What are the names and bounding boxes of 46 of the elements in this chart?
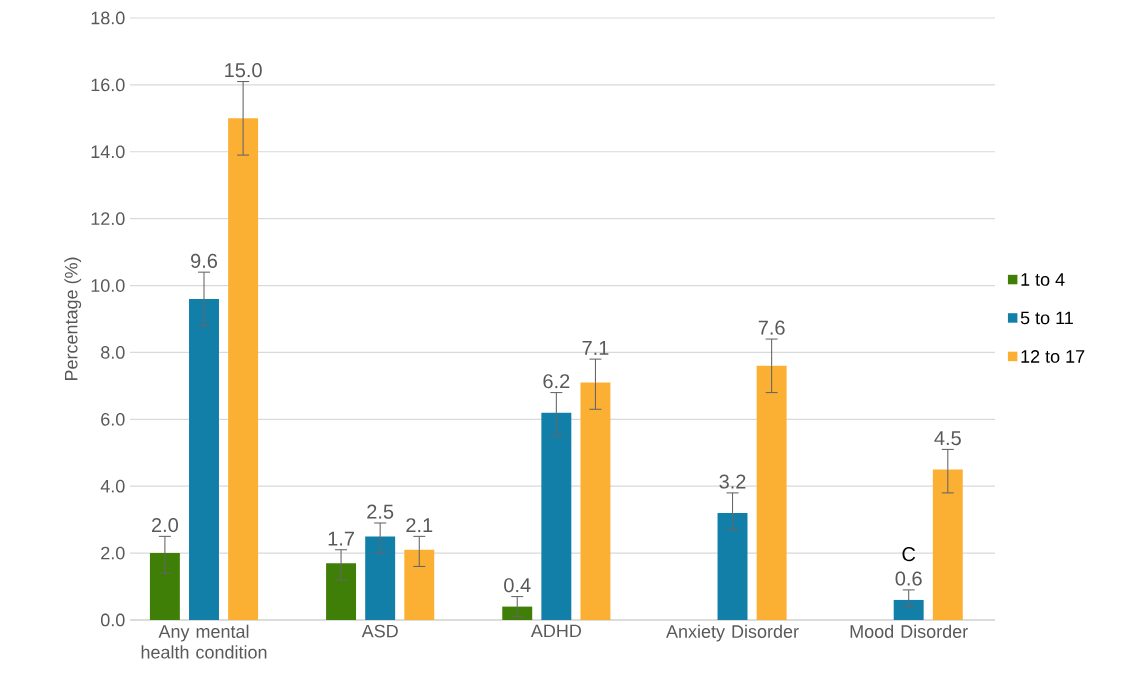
legend-label: 5 to 11 [1020,311,1073,325]
y-tick-label: 18.0 [91,11,125,25]
data-label: 0.6 [895,571,922,586]
legend-label: 1 to 4 [1021,273,1065,286]
bar [326,563,357,620]
bar [932,469,963,620]
y-tick-label: 6.0 [101,412,125,426]
data-label: 1.7 [328,531,354,546]
y-tick-label: 0.0 [100,613,125,627]
x-tick-label: ASD [361,624,398,638]
data-label: 6.2 [543,374,570,389]
data-label: 3.2 [719,474,746,489]
data-label: 2.5 [367,504,394,519]
bar [580,382,611,620]
bar [149,553,180,620]
x-tick-label: Mood Disorder [850,624,968,638]
data-label: 2.0 [151,517,178,533]
x-tick-label: Anxiety Disorder [666,624,799,642]
bar [189,298,219,620]
y-tick-label: 12.0 [91,212,125,226]
bar [541,412,572,620]
y-tick-label: 14.0 [91,145,125,159]
bar [756,365,787,620]
y-axis-title: Percentage (%) [64,257,82,381]
data-label: 4.5 [934,431,961,446]
bar [717,512,748,620]
annotation: C [902,547,916,562]
bar [502,606,533,620]
x-tick-label: ADHD [530,624,581,638]
bar [893,599,924,620]
data-label: 9.6 [191,253,218,268]
x-tick-label: Any mental health condition [141,624,267,659]
bar [365,536,396,620]
data-label: 15.0 [225,63,262,78]
bar [404,549,435,620]
data-label: 2.1 [406,518,433,533]
y-tick-label: 16.0 [91,78,125,92]
data-label: 7.6 [758,320,785,335]
y-tick-label: 2.0 [101,546,125,560]
data-label: 7.1 [582,341,609,355]
y-tick-label: 10.0 [91,279,125,292]
bar [228,118,259,620]
y-tick-label: 8.0 [101,346,125,359]
data-label: 0.4 [504,578,531,593]
y-tick-label: 4.0 [100,479,125,493]
legend-label: 12 to 17 [1021,350,1085,363]
